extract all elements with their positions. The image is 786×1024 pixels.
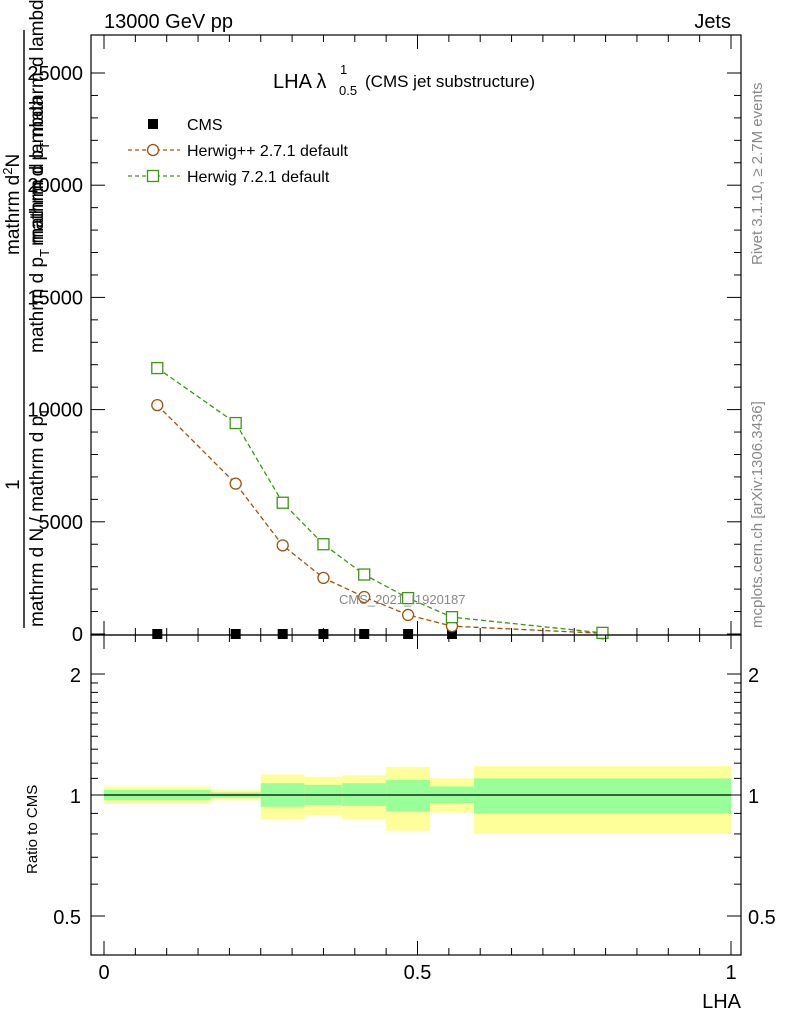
y-label-top-tail: N xyxy=(3,154,24,168)
y-label-top: mathrm d xyxy=(3,175,24,255)
svg-text:mathrm d pT mathrm d lambda: mathrm d pT mathrm d lambda xyxy=(27,95,52,353)
legend: CMS Herwig++ 2.7.1 default Herwig 7.2.1 de… xyxy=(128,117,349,186)
series-line xyxy=(156,367,603,634)
herwigpp-point xyxy=(317,571,330,585)
main-y-tick-label: 25000 xyxy=(27,63,83,85)
legend-label: Herwig++ 2.7.1 default xyxy=(187,143,349,160)
ratio-inner-band xyxy=(473,778,731,814)
y-label-frac2: mathrm d p xyxy=(27,257,48,353)
y-label-mid-tail: mathrm d lambda xyxy=(27,0,48,142)
x-axis-label: LHA xyxy=(702,991,742,1013)
svg-text:LHA λ: LHA λ xyxy=(273,71,326,93)
main-y-tick-label: 20000 xyxy=(27,175,83,197)
main-plot-panel: 0 5000 10000 15000 20000 25000 xyxy=(27,34,742,646)
y-axis-label-ratio: Ratio to CMS xyxy=(24,785,41,874)
legend-entry-1: Herwig++ 2.7.1 default xyxy=(128,143,349,160)
y-label-mid: mathrm d p xyxy=(27,150,48,246)
cms-point xyxy=(277,629,288,639)
watermark: CMS_2021_I1920187 xyxy=(339,592,466,607)
x-tick-label: 0 xyxy=(98,962,109,984)
ratio-inner-band xyxy=(386,779,431,812)
plot-title-note: (CMS jet substructure) xyxy=(365,72,535,91)
legend-marker xyxy=(146,143,160,157)
cms-point xyxy=(403,629,414,639)
svg-text:mathrm d2N: mathrm d2N xyxy=(0,154,24,255)
y-label-frac1-sub: T xyxy=(37,408,52,416)
series-2 xyxy=(151,361,609,640)
herwig7-point xyxy=(317,538,330,551)
cms-point xyxy=(359,629,370,639)
y-label-frac2-sub: T xyxy=(37,249,52,257)
legend-marker xyxy=(148,119,158,129)
cms-point xyxy=(230,629,241,639)
svg-text:mathrm d N / mathrm d pT: mathrm d N / mathrm d pT xyxy=(27,408,52,627)
svg-text:mathrm d pT mathrm d lambda: mathrm d pT mathrm d lambda xyxy=(27,0,52,246)
cms-point xyxy=(152,629,163,639)
y-label-numerator: 1 xyxy=(3,479,24,490)
ratio-y-tick-label: 2 xyxy=(70,665,81,687)
herwig7-point xyxy=(445,611,459,624)
legend-entry-2: Herwig 7.2.1 default xyxy=(128,169,330,186)
plot-title-main: LHA λ xyxy=(273,71,326,93)
y-label-frac2-tail: mathrm d lambda xyxy=(27,95,48,249)
ratio-axes: 0.5 0.5 1 1 2 2 0 0.5 1 xyxy=(53,635,776,984)
herwigpp-point xyxy=(229,477,242,490)
herwig7-point xyxy=(276,496,289,509)
plot-title-sub: 0.5 xyxy=(339,83,357,98)
y-axis-label-main: 1 mathrm d N / mathrm d pT mathrm d pT m… xyxy=(0,0,52,628)
main-series xyxy=(151,361,609,640)
herwigpp-point xyxy=(358,590,371,604)
legend-label: CMS xyxy=(187,117,223,134)
main-y-tick-label: 0 xyxy=(72,624,83,646)
main-y-tick-label: 5000 xyxy=(39,512,84,534)
herwig7-point xyxy=(151,361,164,375)
ratio-plot-panel: 0.5 0.5 1 1 2 2 0 0.5 1 xyxy=(53,634,776,984)
legend-label: Herwig 7.2.1 default xyxy=(187,169,330,186)
herwigpp-point xyxy=(151,398,164,412)
herwig7-point xyxy=(401,591,415,605)
herwigpp-point xyxy=(401,608,415,622)
cms-point xyxy=(318,629,329,639)
rivet-label: Rivet 3.1.10, ≥ 2.7M events xyxy=(749,83,766,266)
legend-entry-0: CMS xyxy=(148,117,223,134)
herwig7-point xyxy=(229,416,242,430)
ratio-y-tick-label-right: 2 xyxy=(748,665,759,687)
main-y-tick-label: 10000 xyxy=(27,400,83,422)
main-y-tick-label: 15000 xyxy=(27,287,83,309)
legend-marker xyxy=(146,169,160,183)
x-tick-label: 0.5 xyxy=(404,962,432,984)
mcplots-label: mcplots.cern.ch [arXiv:1306.3436] xyxy=(749,401,766,628)
y-label-mid-sub: T xyxy=(37,142,52,150)
ratio-y-tick-label: 0.5 xyxy=(53,907,81,929)
main-axes: 0 5000 10000 15000 20000 25000 xyxy=(27,35,741,646)
y-label-top-sup: 2 xyxy=(0,168,15,175)
cms-point xyxy=(446,629,457,639)
series-line xyxy=(156,404,603,634)
plot-title-sup: 1 xyxy=(340,62,347,77)
ratio-y-tick-label-right: 0.5 xyxy=(748,907,776,929)
x-tick-label: 1 xyxy=(725,962,736,984)
plot-title: LHA λ 1 0.5 (CMS jet substructure) xyxy=(273,62,535,98)
herwig7-point xyxy=(596,626,609,640)
energy-label: 13000 GeV pp xyxy=(104,11,233,33)
ratio-y-tick-label: 1 xyxy=(70,786,81,808)
ratio-bands xyxy=(104,766,731,834)
ratio-y-tick-label-right: 1 xyxy=(748,786,759,808)
y-label-frac1: mathrm d N / mathrm d p xyxy=(27,416,48,627)
herwigpp-point xyxy=(276,539,289,552)
herwig7-point xyxy=(358,568,371,581)
jets-label: Jets xyxy=(694,11,731,33)
